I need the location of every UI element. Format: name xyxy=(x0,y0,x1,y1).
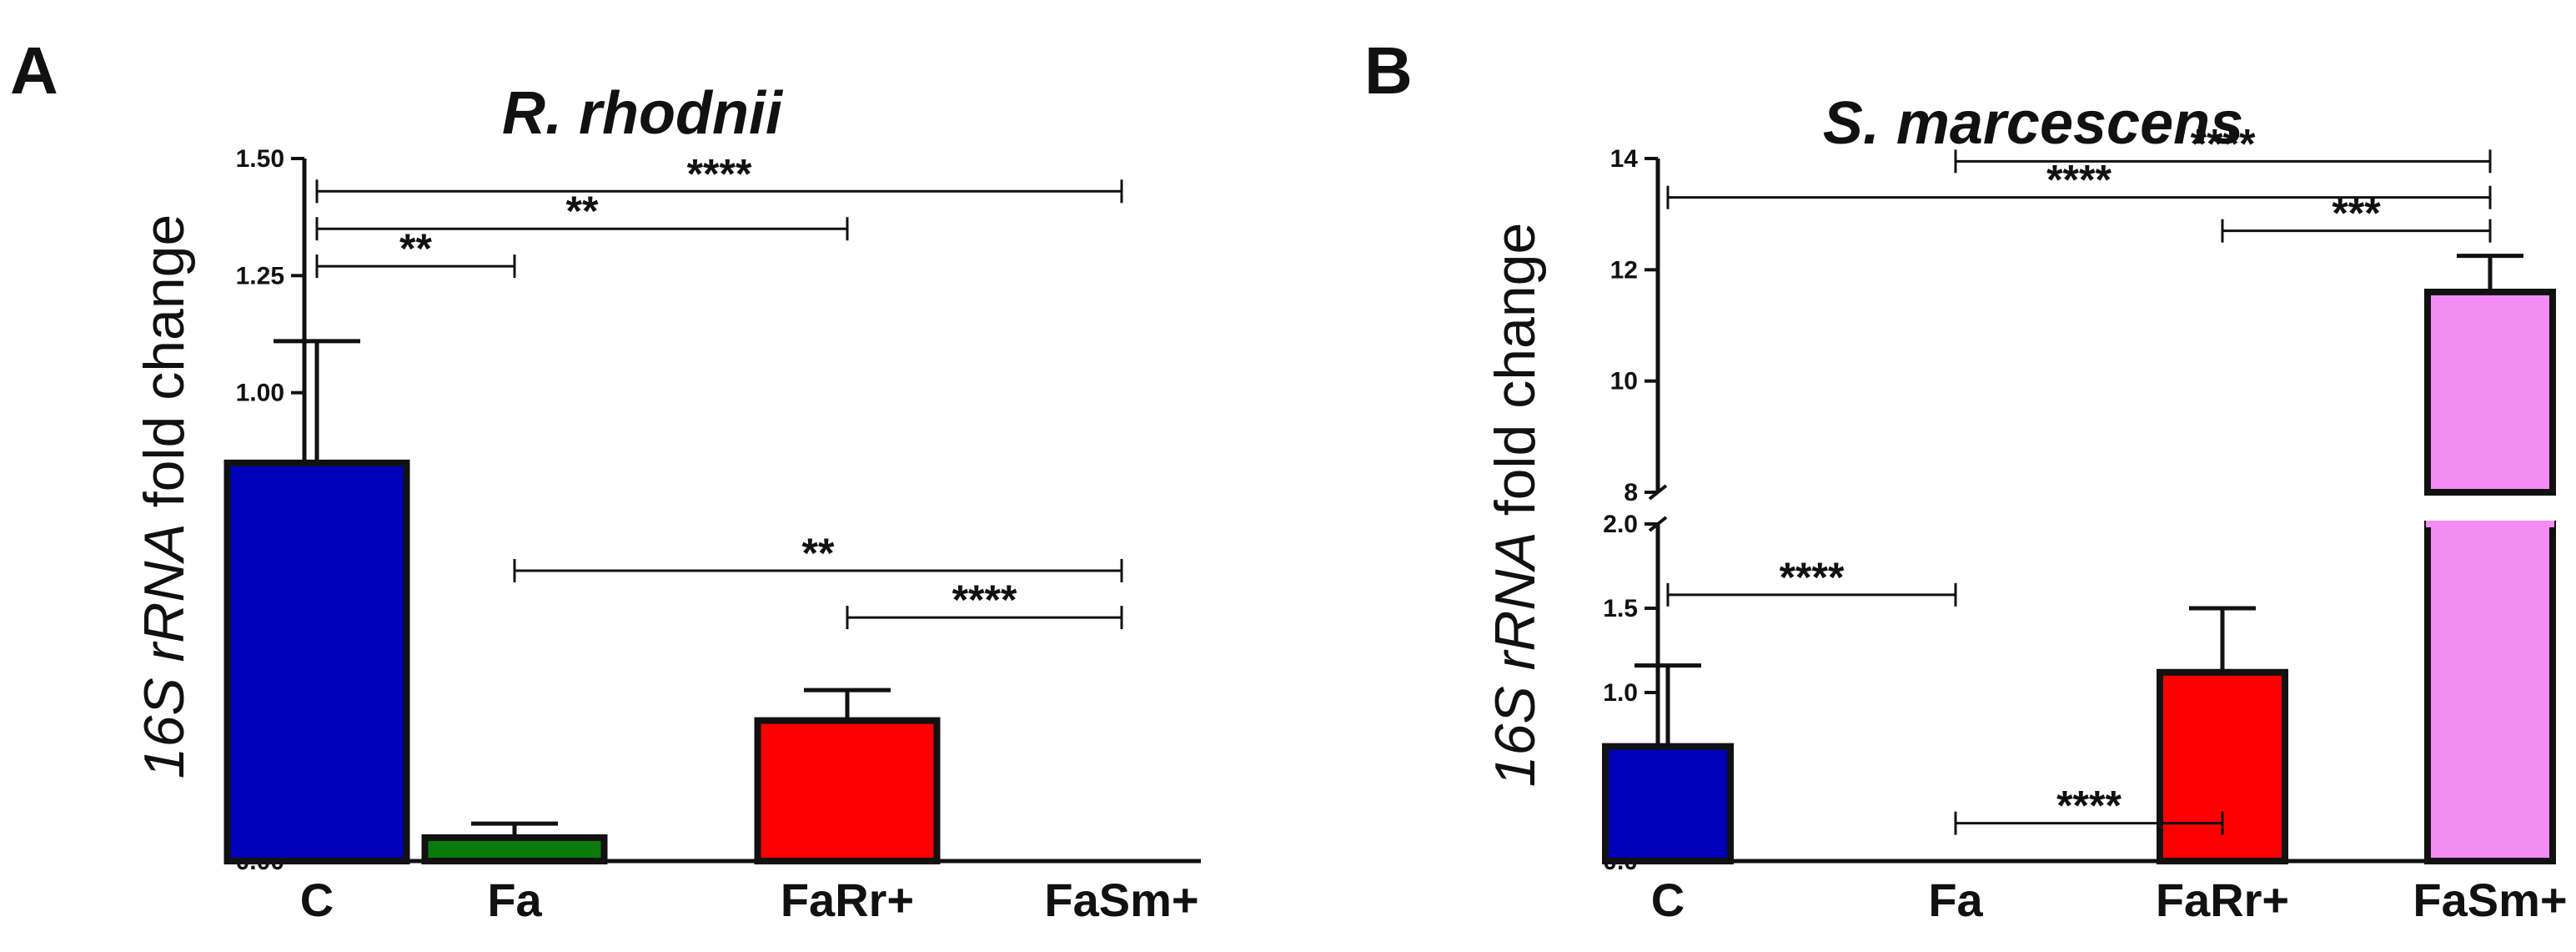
chart-title-b: S. marcescens xyxy=(1823,90,2243,157)
x-tick-label-a: Fa xyxy=(487,874,542,926)
bar-b-c xyxy=(1602,743,1734,865)
significance-label-b: **** xyxy=(2046,157,2112,204)
x-tick-label-b: FaRr+ xyxy=(2156,874,2289,926)
x-tick-label-a: FaRr+ xyxy=(781,874,914,926)
bar-a-c xyxy=(223,459,410,864)
y-tick-label-b: 8 xyxy=(1624,479,1638,506)
panel-letter-b: B xyxy=(1364,33,1413,108)
chart-title-a: R. rhodnii xyxy=(502,80,784,147)
bar-b-fasm-plus-upper xyxy=(2424,289,2556,496)
y-tick-label-b: 1.5 xyxy=(1603,595,1638,622)
plot-area-a: 0.000.250.500.751.001.251.50CFaFaRr+FaSm… xyxy=(223,145,1201,926)
y-tick-label-a: 1.00 xyxy=(236,380,284,407)
y-axis-label-rest-b: fold change xyxy=(1484,223,1547,532)
significance-label-a: ** xyxy=(566,188,599,234)
bar-a-farr-plus xyxy=(754,717,941,864)
y-tick-label-b: 2.0 xyxy=(1603,511,1638,538)
significance-label-a: **** xyxy=(687,150,752,197)
y-tick-label-b: 1.0 xyxy=(1603,679,1638,707)
significance-label-b: **** xyxy=(2056,783,2122,829)
y-axis-label-b: 16S rRNA fold change xyxy=(1484,223,1547,788)
y-axis-label-italic-a: 16S rRNA xyxy=(133,523,196,778)
panel-b-marcescens-chart: B S. marcescens 16S rRNA fold change 0.0… xyxy=(1364,33,2568,926)
panel-a-rhodnii-chart: A R. rhodnii 16S rRNA fold change 0.000.… xyxy=(10,33,1201,926)
x-tick-label-a: C xyxy=(300,874,334,926)
y-tick-label-a: 1.50 xyxy=(236,145,284,173)
x-tick-label-a: FaSm+ xyxy=(1044,874,1198,926)
significance-label-b: **** xyxy=(1780,554,1845,601)
significance-label-a: ** xyxy=(399,225,432,272)
y-tick-label-b: 10 xyxy=(1610,368,1638,395)
y-tick-label-a: 1.25 xyxy=(236,262,284,290)
significance-label-a: **** xyxy=(952,577,1017,623)
x-tick-label-b: Fa xyxy=(1928,874,1983,926)
significance-label-b: **** xyxy=(2191,120,2256,167)
significance-label-a: ** xyxy=(802,530,835,577)
y-axis-label-rest-a: fold change xyxy=(133,214,196,524)
x-tick-label-b: C xyxy=(1651,874,1685,926)
panel-letter-a: A xyxy=(10,33,58,108)
y-axis-label-a: 16S rRNA fold change xyxy=(133,214,196,779)
plot-area-b: 0.00.51.01.52.08101214CFaFaRr+FaSm+*****… xyxy=(1602,120,2568,926)
bar-b-break-cover xyxy=(2426,521,2554,527)
bar-b-fasm-plus-lower xyxy=(2424,521,2556,864)
x-tick-label-b: FaSm+ xyxy=(2413,874,2567,926)
y-axis-label-italic-b: 16S rRNA xyxy=(1484,531,1547,787)
bar-a-fa xyxy=(421,834,608,865)
y-tick-label-b: 12 xyxy=(1610,256,1638,284)
y-tick-label-b: 14 xyxy=(1610,145,1639,173)
